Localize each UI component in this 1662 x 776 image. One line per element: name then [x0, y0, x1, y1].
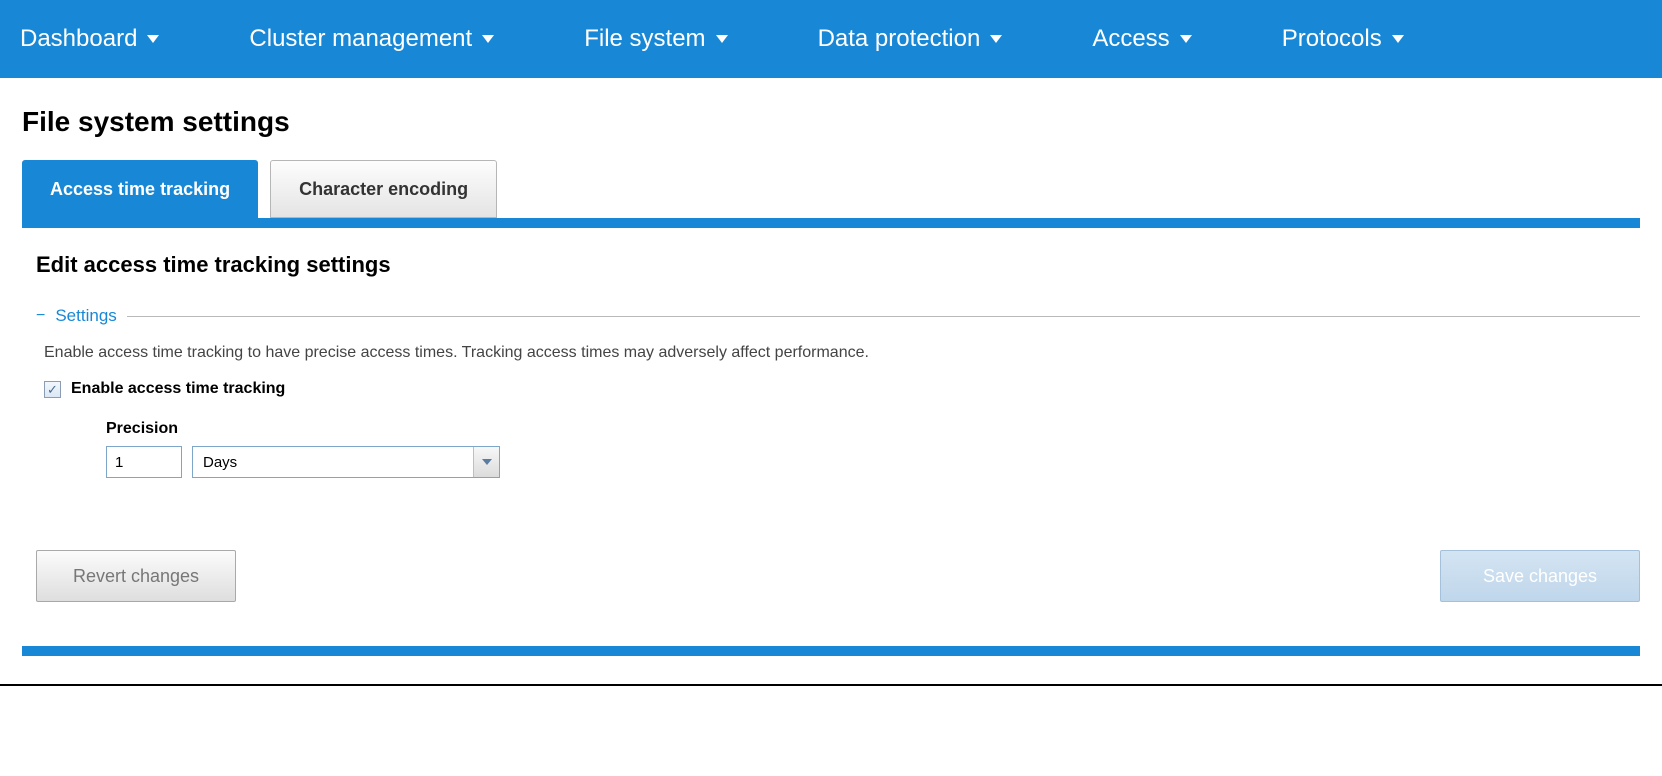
chevron-down-icon [1392, 35, 1404, 43]
nav-item-cluster-management[interactable]: Cluster management [239, 19, 504, 59]
nav-item-data-protection[interactable]: Data protection [808, 19, 1013, 59]
precision-label: Precision [106, 420, 1640, 438]
revert-changes-button[interactable]: Revert changes [36, 550, 236, 602]
settings-panel: Edit access time tracking settings − Set… [0, 228, 1662, 490]
tab-character-encoding[interactable]: Character encoding [270, 160, 497, 218]
tab-underline [22, 218, 1640, 228]
nav-item-label: Cluster management [249, 25, 472, 53]
precision-unit-value: Days [193, 447, 473, 477]
precision-unit-dropdown-button[interactable] [473, 447, 499, 477]
nav-item-label: File system [584, 25, 705, 53]
precision-block: Precision Days [106, 420, 1640, 478]
enable-tracking-row: ✓ Enable access time tracking [44, 380, 1640, 398]
panel-heading: Edit access time tracking settings [36, 252, 1640, 278]
fieldset-collapse-toggle[interactable]: − [36, 307, 45, 325]
button-row: Revert changes Save changes [0, 490, 1662, 622]
tab-label: Access time tracking [50, 179, 230, 200]
tabs: Access time tracking Character encoding [0, 160, 1662, 228]
nav-item-label: Access [1092, 25, 1169, 53]
top-nav: Dashboard Cluster management File system… [0, 0, 1662, 78]
chevron-down-icon [147, 35, 159, 43]
button-label: Save changes [1483, 566, 1597, 587]
nav-item-file-system[interactable]: File system [574, 19, 737, 59]
chevron-down-icon [482, 459, 492, 465]
enable-tracking-checkbox[interactable]: ✓ [44, 381, 61, 398]
precision-value-input[interactable] [106, 446, 182, 478]
precision-unit-select[interactable]: Days [192, 446, 500, 478]
fieldset-description: Enable access time tracking to have prec… [44, 344, 1640, 362]
enable-tracking-label: Enable access time tracking [71, 380, 285, 398]
chevron-down-icon [482, 35, 494, 43]
nav-item-label: Protocols [1282, 25, 1382, 53]
fieldset-header: − Settings [36, 306, 1640, 326]
page-title: File system settings [0, 78, 1662, 160]
tab-label: Character encoding [299, 179, 468, 200]
nav-item-label: Dashboard [20, 25, 137, 53]
save-changes-button[interactable]: Save changes [1440, 550, 1640, 602]
nav-item-label: Data protection [818, 25, 981, 53]
chevron-down-icon [1180, 35, 1192, 43]
fieldset-title: Settings [55, 306, 116, 326]
chevron-down-icon [990, 35, 1002, 43]
nav-item-dashboard[interactable]: Dashboard [10, 19, 169, 59]
page-bottom-border [0, 684, 1662, 686]
nav-item-access[interactable]: Access [1082, 19, 1201, 59]
divider [127, 316, 1640, 317]
chevron-down-icon [716, 35, 728, 43]
button-label: Revert changes [73, 566, 199, 587]
nav-item-protocols[interactable]: Protocols [1272, 19, 1414, 59]
tab-access-time-tracking[interactable]: Access time tracking [22, 160, 258, 218]
panel-bottom-bar [22, 646, 1640, 656]
